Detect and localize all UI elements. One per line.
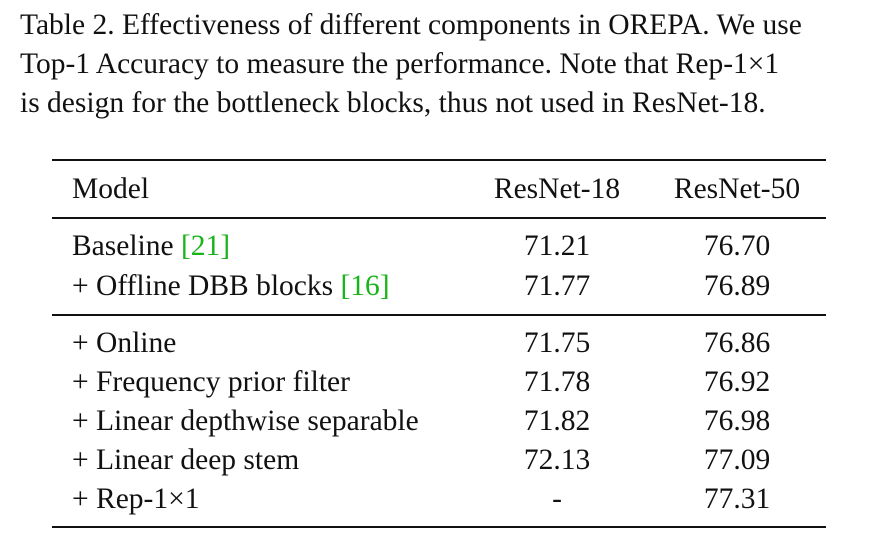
table-cell-resnet50: 76.86 <box>703 327 771 359</box>
caption-line-1: Table 2. Effectiveness of different comp… <box>20 9 802 41</box>
header-resnet50: ResNet-50 <box>673 173 801 205</box>
table-group-separator-rule <box>52 314 826 316</box>
citation-link[interactable]: [21] <box>180 230 231 262</box>
table-caption: Table 2. Effectiveness of different comp… <box>20 6 862 123</box>
table-cell-resnet18: 71.82 <box>523 405 591 437</box>
table-cell-resnet50: 76.98 <box>703 405 771 437</box>
table-row-model: + Offline DBB blocks [16] <box>72 269 390 303</box>
table-bottom-rule <box>52 526 826 528</box>
caption-line-2: Top-1 Accuracy to measure the performanc… <box>20 48 780 80</box>
table-cell-resnet50: 77.09 <box>703 444 771 476</box>
table-row-model: + Frequency prior filter <box>72 366 350 398</box>
table-row-model: + Rep-1×1 <box>72 483 200 515</box>
citation-link[interactable]: [16] <box>340 270 390 302</box>
table-cell-resnet18: - <box>552 483 562 515</box>
table-row-model: + Linear deep stem <box>72 444 300 476</box>
table-cell-resnet18: 71.77 <box>523 270 591 302</box>
caption-line-3: is design for the bottleneck blocks, thu… <box>20 87 766 119</box>
table-cell-resnet18: 72.13 <box>523 444 591 476</box>
table-row-model: Baseline [21] <box>72 229 230 263</box>
model-name: Baseline <box>72 230 181 262</box>
table-cell-resnet50: 76.92 <box>703 366 771 398</box>
header-model: Model <box>72 173 150 205</box>
table-cell-resnet18: 71.78 <box>523 366 591 398</box>
table-top-rule <box>52 159 826 161</box>
table-cell-resnet18: 71.75 <box>523 327 591 359</box>
header-resnet18: ResNet-18 <box>493 173 621 205</box>
table-row-model: + Online <box>72 327 177 359</box>
table-header-rule <box>52 217 826 219</box>
table-row-model: + Linear depthwise separable <box>72 405 419 437</box>
table-cell-resnet18: 71.21 <box>523 230 591 262</box>
model-name: + Offline DBB blocks <box>72 270 341 302</box>
table-cell-resnet50: 76.89 <box>703 270 771 302</box>
table-cell-resnet50: 77.31 <box>703 483 771 515</box>
table-cell-resnet50: 76.70 <box>703 230 771 262</box>
